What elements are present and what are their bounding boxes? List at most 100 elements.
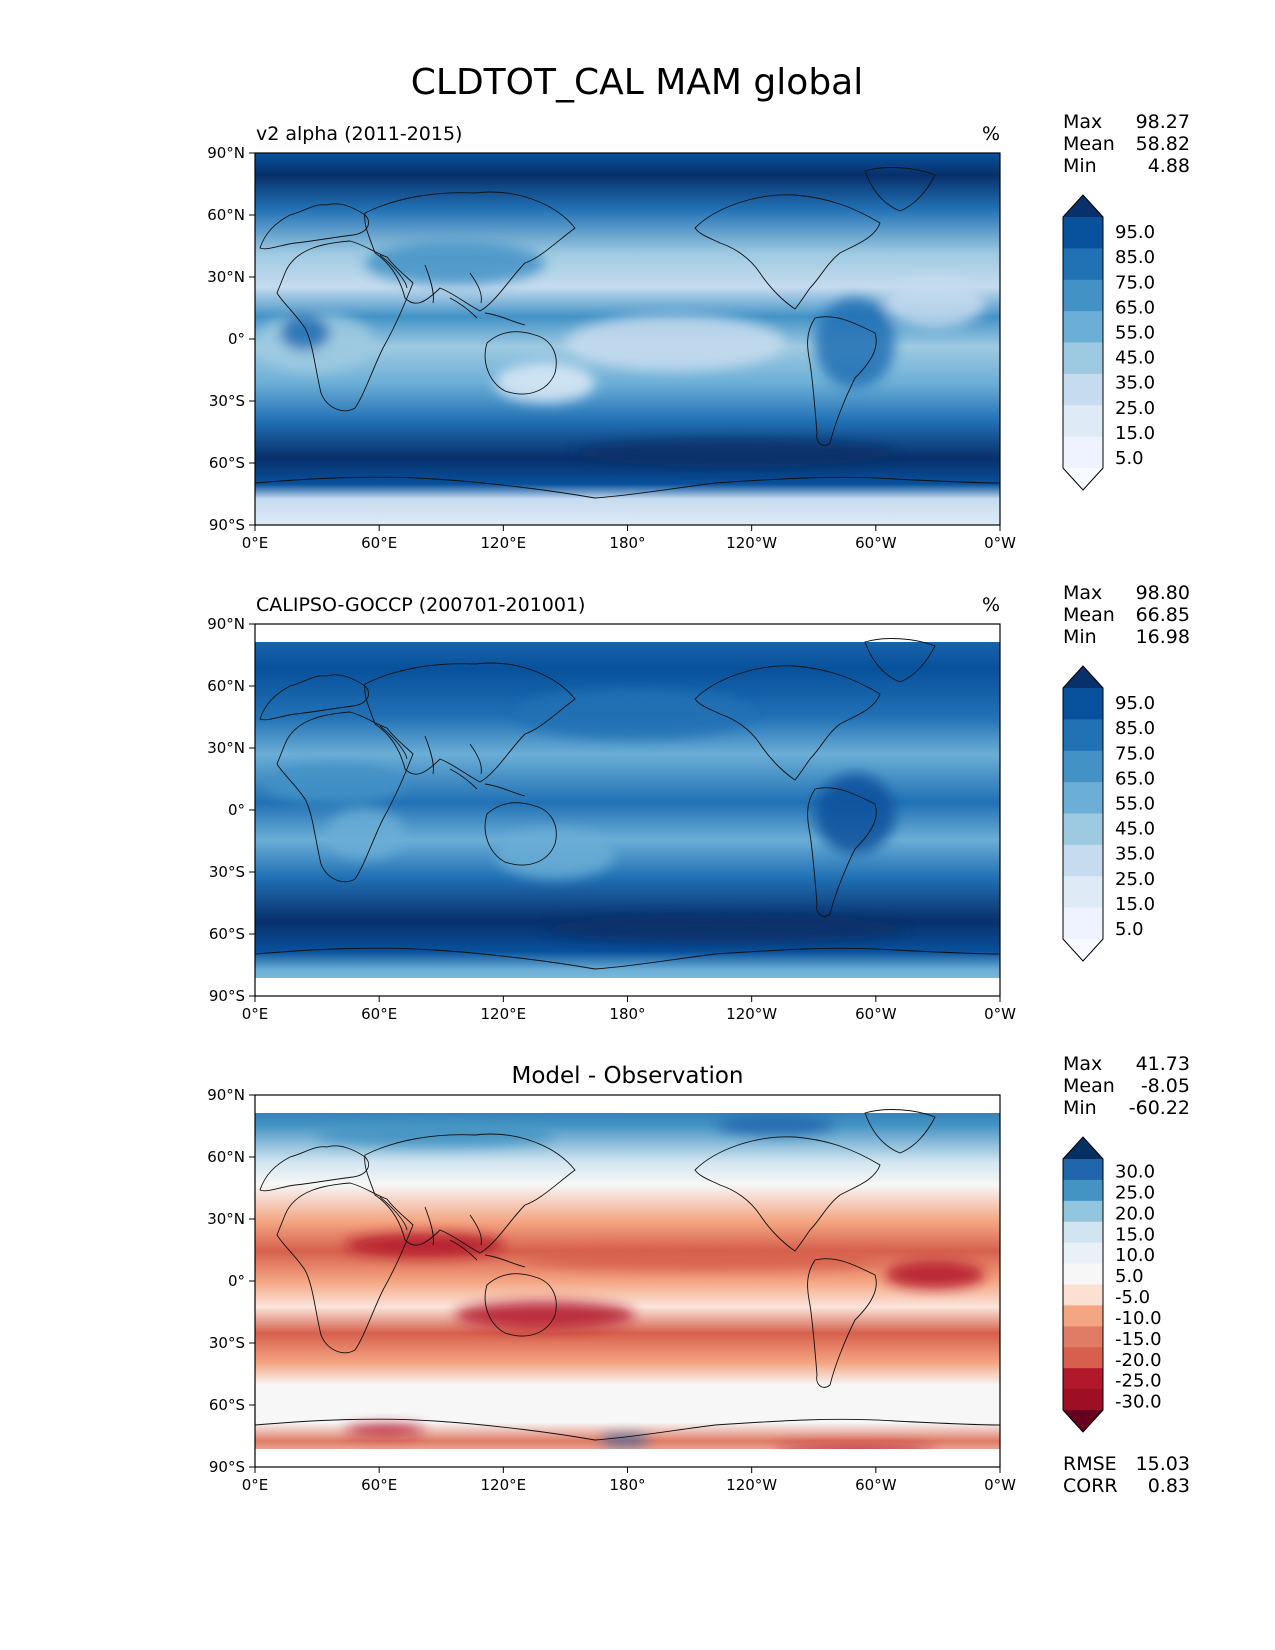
colorbar-segment — [1063, 217, 1103, 249]
no-data-north — [255, 624, 1000, 642]
lon-tick-label: 120°E — [481, 534, 527, 552]
stat-label: Max — [1063, 111, 1102, 133]
colorbar-segment — [1063, 405, 1103, 438]
field-feature — [345, 1424, 425, 1436]
lat-tick-label: 0° — [228, 1272, 245, 1290]
colorbar-tick-label: 65.0 — [1115, 768, 1155, 789]
colorbar: 30.025.020.015.010.05.0-5.0-10.0-15.0-20… — [1062, 1136, 1162, 1433]
metric-label: CORR — [1063, 1475, 1118, 1497]
lat-tick-label: 90°N — [207, 615, 245, 633]
stat-label: Min — [1063, 1097, 1097, 1119]
colorbar-tick-label: -5.0 — [1115, 1287, 1150, 1308]
colorbar-tick-label: 30.0 — [1115, 1162, 1155, 1183]
lon-tick-label: 0°W — [984, 1476, 1016, 1494]
colorbar-tick-label: 20.0 — [1115, 1203, 1155, 1224]
colorbar-extend-min — [1063, 1410, 1103, 1432]
field-feature — [455, 1301, 635, 1329]
colorbar-tick-label: 55.0 — [1115, 322, 1155, 343]
colorbar-tick-label: -10.0 — [1115, 1308, 1162, 1329]
lat-tick-label: 90°S — [209, 516, 245, 534]
lon-tick-label: 0°W — [984, 534, 1016, 552]
lon-tick-label: 0°W — [984, 1005, 1016, 1023]
lat-tick-label: 30°S — [209, 392, 245, 410]
colorbar-segment — [1063, 1242, 1103, 1265]
stat-value: 41.73 — [1136, 1053, 1190, 1075]
colorbar-segment — [1063, 1221, 1103, 1244]
no-data-north — [255, 1095, 1000, 1113]
lon-tick-label: 60°E — [361, 1005, 397, 1023]
colorbar-tick-label: 75.0 — [1115, 743, 1155, 764]
colorbar-extend-max — [1063, 1137, 1103, 1159]
colorbar-segment — [1063, 436, 1103, 469]
colorbar-tick-label: -20.0 — [1115, 1350, 1162, 1371]
colorbar-segment — [1063, 1347, 1103, 1369]
colorbar-segment — [1063, 782, 1103, 814]
colorbar-tick-label: 35.0 — [1115, 373, 1155, 394]
colorbar-segment — [1063, 1179, 1103, 1202]
colorbar-tick-label: 15.0 — [1115, 894, 1155, 915]
lat-tick-label: 60°S — [209, 925, 245, 943]
colorbar-tick-label: 75.0 — [1115, 272, 1155, 293]
colorbar-segment — [1063, 813, 1103, 846]
field-feature — [885, 278, 985, 328]
stat-label: Mean — [1063, 1075, 1115, 1097]
colorbar-segment — [1063, 688, 1103, 720]
colorbar-tick-label: 25.0 — [1115, 1182, 1155, 1203]
lon-tick-label: 180° — [609, 1476, 645, 1494]
map-field — [255, 153, 1000, 525]
stat-label: Min — [1063, 155, 1097, 177]
lon-tick-label: 120°W — [726, 534, 777, 552]
lat-tick-label: 30°S — [209, 863, 245, 881]
stat-value: 16.98 — [1136, 626, 1190, 648]
lon-tick-label: 120°E — [481, 1476, 527, 1494]
panel-units: % — [982, 594, 1000, 616]
lon-tick-label: 120°E — [481, 1005, 527, 1023]
panel-units: % — [982, 123, 1000, 145]
lat-tick-label: 90°N — [207, 1086, 245, 1104]
field-feature — [345, 1233, 505, 1257]
lat-tick-label: 30°N — [207, 268, 245, 286]
colorbar-extend-max — [1063, 666, 1103, 688]
colorbar-tick-label: 95.0 — [1115, 222, 1155, 243]
stat-value: -60.22 — [1129, 1097, 1190, 1119]
lat-tick-label: 90°N — [207, 144, 245, 162]
field-background — [255, 1095, 1000, 1467]
colorbar-segment — [1063, 1368, 1103, 1390]
lat-tick-label: 30°N — [207, 739, 245, 757]
lon-tick-label: 0°E — [242, 1476, 269, 1494]
field-feature — [365, 241, 545, 285]
colorbar-segment — [1063, 844, 1103, 877]
colorbar-tick-label: 45.0 — [1115, 348, 1155, 369]
colorbar-tick-label: 25.0 — [1115, 398, 1155, 419]
field-feature — [265, 764, 405, 804]
field-feature — [545, 915, 905, 943]
metric-value: 0.83 — [1148, 1475, 1190, 1497]
stat-value: 66.85 — [1136, 604, 1190, 626]
colorbar-outline — [1062, 1136, 1104, 1433]
colorbar: 95.0 85.0 75.0 65.0 55.0 45.0 35.0 25.0 15.0 5.0 — [1062, 194, 1155, 491]
colorbar-outline — [1062, 665, 1104, 962]
lat-tick-label: 60°N — [207, 677, 245, 695]
colorbar-tick-label: 95.0 — [1115, 693, 1155, 714]
lat-tick-label: 60°S — [209, 454, 245, 472]
field-feature — [280, 315, 330, 351]
no-data-south — [255, 978, 1000, 996]
field-feature — [495, 829, 615, 879]
colorbar-extend-min — [1063, 468, 1103, 490]
lon-tick-label: 180° — [609, 1005, 645, 1023]
colorbar-segment — [1063, 373, 1103, 406]
stat-label: Min — [1063, 626, 1097, 648]
colorbar-segment — [1063, 1284, 1103, 1306]
stat-label: Mean — [1063, 604, 1115, 626]
colorbar-tick-label: -30.0 — [1115, 1392, 1162, 1413]
lat-tick-label: 90°S — [209, 1458, 245, 1476]
colorbar-segment — [1063, 279, 1103, 312]
field-feature — [600, 1435, 650, 1445]
lon-tick-label: 120°W — [726, 1476, 777, 1494]
colorbar-outline — [1062, 194, 1104, 491]
field-feature — [495, 363, 595, 403]
colorbar-tick-label: 25.0 — [1115, 869, 1155, 890]
colorbar-segment — [1063, 1326, 1103, 1348]
colorbar: 95.0 85.0 75.0 65.0 55.0 45.0 35.0 25.0 15.0 5.0 — [1062, 665, 1155, 962]
